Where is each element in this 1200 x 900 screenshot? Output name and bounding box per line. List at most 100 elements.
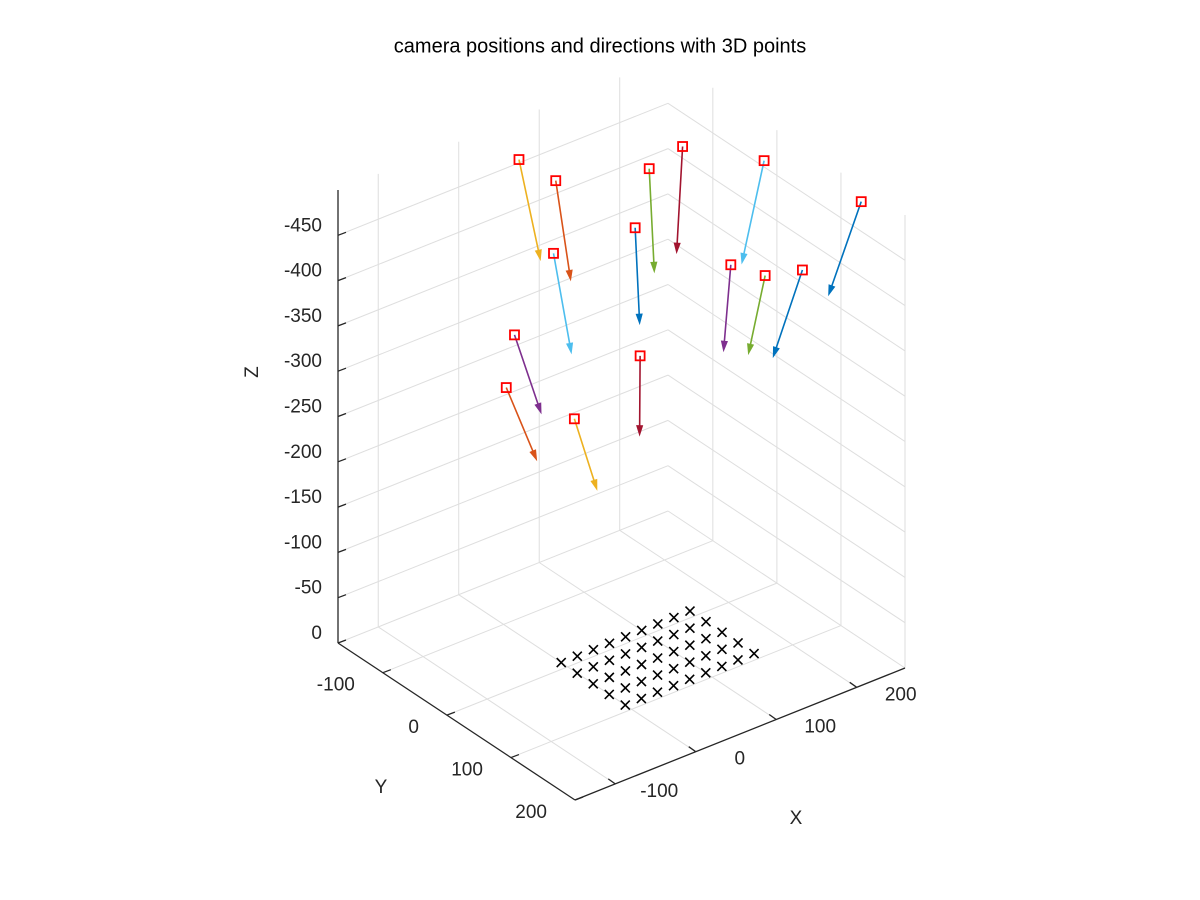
y-tick [382,669,392,674]
point-marker [588,678,599,689]
y-tick [574,796,584,801]
z-tick-label: -150 [284,487,322,508]
point-marker [668,663,679,674]
camera-position [548,247,559,259]
camera-position [550,175,562,187]
z-axis-label: Z [242,366,263,378]
grid-line [337,374,669,508]
z-tick [337,503,347,508]
point-marker [700,650,711,661]
grid-line [667,329,906,488]
y-tick-label: 0 [408,717,419,738]
grid-line [667,148,906,307]
z-tick [337,276,347,282]
point-marker [636,676,647,687]
grid-line [446,582,778,716]
x-tick [849,681,858,688]
x-tick-label: 200 [885,684,917,705]
z-tick-label: -200 [284,442,322,463]
point-marker [684,657,695,668]
grid-line [337,284,669,417]
grid-line [337,465,669,599]
grid-line [667,465,906,624]
camera-position [758,155,770,167]
y-tick-label: 100 [451,760,483,781]
point-marker [556,657,567,668]
point-marker [716,627,728,638]
z-tick-label: -400 [284,261,322,282]
point-marker [668,680,679,691]
point-marker [604,672,615,683]
z-tick [337,367,347,372]
point-marker [588,644,599,655]
camera-direction [772,269,804,359]
camera-direction [828,201,862,297]
point-marker [716,661,727,672]
point-marker [572,651,583,662]
x-tick-label: 0 [734,749,745,770]
y-axis-label: Y [375,777,388,798]
point-marker [620,682,631,694]
z-tick-label: -100 [284,532,322,553]
point-marker [620,648,631,659]
y-axis [337,642,576,801]
x-tick [688,746,697,753]
grid-line [337,238,669,372]
z-tick-label: -300 [284,351,322,372]
point-marker [684,674,695,685]
camera-position [759,270,771,281]
point-marker [684,623,695,634]
camera-direction [518,159,542,262]
z-tick [337,231,347,236]
camera-position [500,382,512,393]
point-marker [572,668,583,679]
grid-line [377,626,616,785]
camera-position [725,259,737,271]
z-tick-label: -350 [284,306,322,327]
camera-position [643,163,655,175]
camera-position [629,222,641,234]
x-tick-label: 100 [804,717,836,738]
point-marker [620,699,631,711]
point-marker [684,606,696,617]
point-marker [700,616,712,627]
point-marker [748,648,760,659]
point-marker [652,652,663,664]
point-marker [732,637,744,648]
z-tick-label: -450 [284,215,322,236]
camera-position [634,350,646,362]
grid-line [337,148,669,282]
chart-title: camera positions and directions with 3D … [394,35,806,57]
camera-direction [636,355,644,437]
point-marker [668,612,679,623]
y-tick-label: -100 [317,675,355,696]
camera-position [677,141,688,152]
grid-line [337,193,669,327]
grid-line [667,510,906,669]
camera-direction [648,168,658,274]
z-tick [337,639,347,644]
z-tick [337,594,347,599]
camera-position [797,264,808,276]
x-axis-label: X [790,808,803,829]
point-marker [652,687,663,698]
x-tick [768,713,777,721]
z-tick-label: 0 [311,623,322,644]
point-marker [668,629,679,640]
camera-direction [673,146,684,255]
point-marker [700,667,711,678]
point-marker [716,644,728,655]
grid-line [510,625,842,759]
grid-line [337,419,669,553]
z-tick [337,458,347,463]
point-marker [604,689,615,700]
grid-line [667,284,906,442]
point-marker [604,655,615,666]
camera-position [855,196,867,208]
camera-direction [513,334,542,415]
point-marker [732,654,744,666]
grid-line [337,102,669,236]
x-tick-label: -100 [640,781,678,802]
